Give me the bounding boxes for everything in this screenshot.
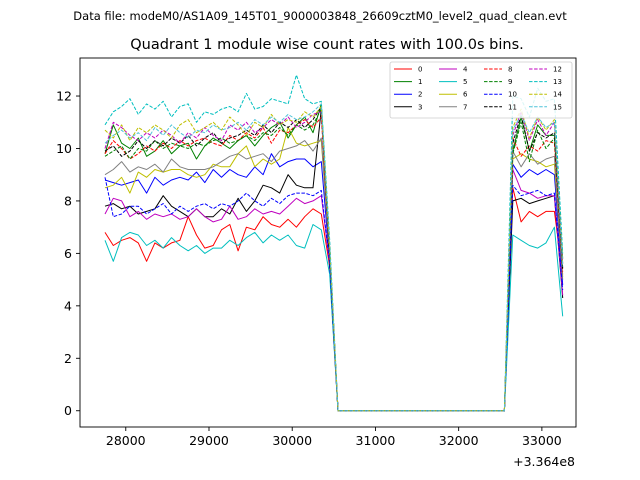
legend-label-1: 1 bbox=[418, 78, 422, 86]
x-tick-label: 28000 bbox=[106, 433, 146, 448]
y-tick-label: 10 bbox=[56, 141, 72, 156]
legend-label-15: 15 bbox=[553, 103, 562, 111]
y-tick-label: 12 bbox=[56, 89, 72, 104]
axes-frame bbox=[79, 57, 577, 428]
chart-title: Quadrant 1 module wise count rates with … bbox=[130, 37, 524, 53]
legend-label-11: 11 bbox=[508, 103, 517, 111]
legend-label-13: 13 bbox=[553, 78, 562, 86]
y-tick-label: 4 bbox=[64, 298, 72, 313]
x-tick-label: 32000 bbox=[439, 433, 479, 448]
y-tick-label: 6 bbox=[64, 246, 72, 261]
legend-label-3: 3 bbox=[418, 103, 422, 111]
y-tick-label: 2 bbox=[64, 351, 72, 366]
legend-label-9: 9 bbox=[508, 78, 512, 86]
legend-frame bbox=[389, 61, 573, 119]
x-tick-label: 29000 bbox=[189, 433, 229, 448]
series-line-14 bbox=[104, 106, 564, 412]
legend-label-4: 4 bbox=[463, 66, 468, 74]
legend-label-10: 10 bbox=[508, 91, 517, 99]
x-tick-label: 33000 bbox=[522, 433, 562, 448]
legend-label-12: 12 bbox=[553, 66, 562, 74]
legend-label-2: 2 bbox=[418, 91, 422, 99]
chart-suptitle: Data file: modeM0/AS1A09_145T01_90000038… bbox=[73, 9, 567, 23]
legend-label-6: 6 bbox=[463, 91, 468, 99]
legend-label-0: 0 bbox=[418, 66, 422, 74]
legend-label-8: 8 bbox=[508, 66, 512, 74]
x-tick-label: 31000 bbox=[356, 433, 396, 448]
y-tick-label: 8 bbox=[64, 193, 72, 208]
x-tick-label: 30000 bbox=[272, 433, 312, 448]
legend-label-14: 14 bbox=[553, 91, 562, 99]
x-offset-label: +3.364e8 bbox=[513, 454, 575, 469]
y-tick-label: 0 bbox=[64, 403, 72, 418]
series-layer bbox=[104, 74, 564, 412]
legend-label-5: 5 bbox=[463, 78, 467, 86]
series-line-15 bbox=[104, 103, 564, 412]
legend-label-7: 7 bbox=[463, 103, 467, 111]
